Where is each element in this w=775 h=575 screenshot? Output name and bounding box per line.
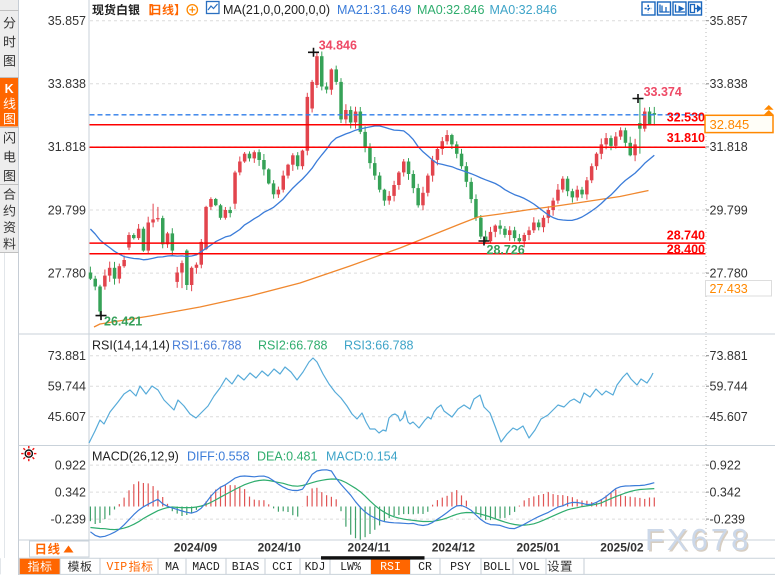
svg-text:32.845: 32.845 [710, 117, 750, 132]
svg-text:33.838: 33.838 [710, 77, 748, 91]
svg-text:34.846: 34.846 [319, 39, 357, 53]
svg-text:RSI3:66.788: RSI3:66.788 [344, 339, 414, 353]
svg-text:MA: MA [165, 561, 179, 574]
svg-text:VIP: VIP [107, 561, 128, 574]
svg-text:PSY: PSY [450, 561, 471, 574]
svg-text:2024/10: 2024/10 [258, 541, 302, 555]
svg-text:27.780: 27.780 [48, 266, 86, 280]
svg-text:RSI: RSI [380, 561, 401, 574]
svg-text:59.744: 59.744 [710, 379, 748, 393]
svg-text:29.799: 29.799 [48, 203, 86, 217]
svg-text:RSI(14,14,14): RSI(14,14,14) [92, 339, 170, 353]
svg-text:2024/11: 2024/11 [348, 541, 391, 555]
svg-text:31.818: 31.818 [48, 140, 86, 154]
svg-text:0.922: 0.922 [55, 458, 86, 472]
svg-text:CCI: CCI [272, 561, 293, 574]
svg-text:CR: CR [418, 561, 432, 574]
svg-text:27.780: 27.780 [710, 266, 748, 280]
svg-text:2024/12: 2024/12 [432, 541, 476, 555]
svg-text:28.400: 28.400 [667, 243, 705, 257]
svg-text:31.818: 31.818 [710, 140, 748, 154]
svg-text:MA0:32.846: MA0:32.846 [490, 3, 557, 17]
svg-text:29.799: 29.799 [710, 203, 748, 217]
svg-text:2025/02: 2025/02 [600, 541, 644, 555]
svg-text:33.374: 33.374 [644, 85, 682, 99]
svg-text:33.838: 33.838 [48, 77, 86, 91]
svg-text:K: K [5, 82, 14, 96]
svg-text:35.857: 35.857 [710, 14, 748, 28]
svg-text:0.342: 0.342 [710, 485, 741, 499]
svg-text:MACD:0.154: MACD:0.154 [326, 450, 398, 464]
svg-text:BIAS: BIAS [232, 561, 260, 574]
svg-text:2024/09: 2024/09 [174, 541, 218, 555]
svg-text:DEA:0.481: DEA:0.481 [257, 450, 318, 464]
svg-text:-0.239: -0.239 [51, 512, 86, 526]
svg-text:27.433: 27.433 [710, 282, 748, 296]
svg-text:59.744: 59.744 [48, 379, 86, 393]
svg-text:MA(21,0,0,200,0,0): MA(21,0,0,200,0,0) [223, 3, 330, 17]
svg-text:MACD: MACD [192, 561, 220, 574]
svg-text:DIFF:0.558: DIFF:0.558 [187, 450, 250, 464]
svg-text:VOL: VOL [519, 561, 540, 574]
svg-text:35.857: 35.857 [48, 14, 86, 28]
svg-text:FX678: FX678 [647, 524, 753, 559]
svg-text:32.530: 32.530 [667, 111, 705, 125]
svg-text:73.881: 73.881 [48, 349, 86, 363]
svg-text:26.421: 26.421 [104, 315, 142, 329]
svg-text:KDJ: KDJ [305, 561, 326, 574]
svg-text:0.922: 0.922 [710, 458, 741, 472]
svg-text:28.726: 28.726 [487, 243, 525, 257]
svg-text:28.740: 28.740 [667, 228, 705, 242]
svg-text:FX678: FX678 [645, 522, 751, 557]
svg-text:73.881: 73.881 [710, 349, 748, 363]
svg-text:45.607: 45.607 [48, 410, 86, 424]
svg-text:0.342: 0.342 [55, 485, 86, 499]
svg-text:2025/01: 2025/01 [517, 541, 561, 555]
svg-text:MA0:32.846: MA0:32.846 [417, 3, 484, 17]
svg-text:RSI2:66.788: RSI2:66.788 [258, 339, 328, 353]
svg-text:31.810: 31.810 [667, 131, 705, 145]
svg-text:RSI1:66.788: RSI1:66.788 [172, 339, 242, 353]
svg-text:BOLL: BOLL [483, 561, 511, 574]
svg-text:MACD(26,12,9): MACD(26,12,9) [92, 450, 179, 464]
svg-text:MA21:31.649: MA21:31.649 [337, 3, 411, 17]
svg-text:-0.239: -0.239 [710, 512, 745, 526]
svg-text:LW%: LW% [340, 561, 361, 574]
svg-text:45.607: 45.607 [710, 410, 748, 424]
